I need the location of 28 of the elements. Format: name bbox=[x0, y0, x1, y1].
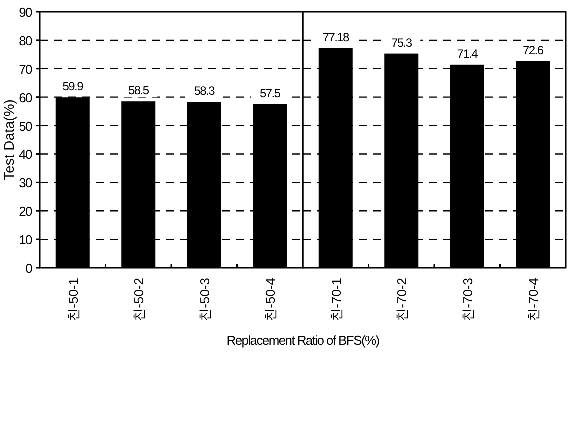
data-label: 72.6 bbox=[523, 43, 544, 58]
x-tick-label: 친-70-4 bbox=[526, 278, 542, 322]
data-label: 71.4 bbox=[457, 46, 479, 61]
x-tick-label: 친-50-1 bbox=[66, 278, 81, 322]
y-tick-label: 10 bbox=[19, 232, 33, 248]
x-tick-label: 친-70-3 bbox=[460, 278, 476, 322]
y-tick-label: 20 bbox=[19, 204, 33, 220]
y-tick-label: 90 bbox=[19, 5, 33, 20]
data-label: 58.3 bbox=[194, 84, 216, 98]
x-tick-label: 친-70-2 bbox=[394, 278, 410, 322]
x-tick-label: 친-50-3 bbox=[197, 278, 212, 322]
y-axis-title: Test Data(%) bbox=[1, 100, 17, 180]
y-tick-label: 60 bbox=[19, 90, 33, 106]
y-tick-label: 80 bbox=[19, 33, 33, 48]
data-label: 59.9 bbox=[62, 80, 84, 94]
y-tick-label: 40 bbox=[19, 147, 33, 162]
x-tick-label: 친-50-2 bbox=[132, 278, 147, 322]
data-label: 77.18 bbox=[322, 30, 350, 44]
data-label: 57.5 bbox=[260, 86, 282, 100]
y-tick-label: 0 bbox=[26, 261, 33, 276]
y-tick-label: 50 bbox=[19, 118, 33, 134]
data-label: 58.5 bbox=[128, 84, 150, 98]
x-tick-label: 친-70-1 bbox=[328, 278, 344, 322]
data-label: 75.3 bbox=[392, 36, 413, 50]
y-tick-label: 30 bbox=[19, 176, 33, 191]
y-tick-label: 70 bbox=[19, 62, 33, 77]
x-axis-title: Replacement Ratio of BFS(%) bbox=[226, 333, 380, 348]
x-tick-label: 친-50-4 bbox=[263, 278, 278, 322]
